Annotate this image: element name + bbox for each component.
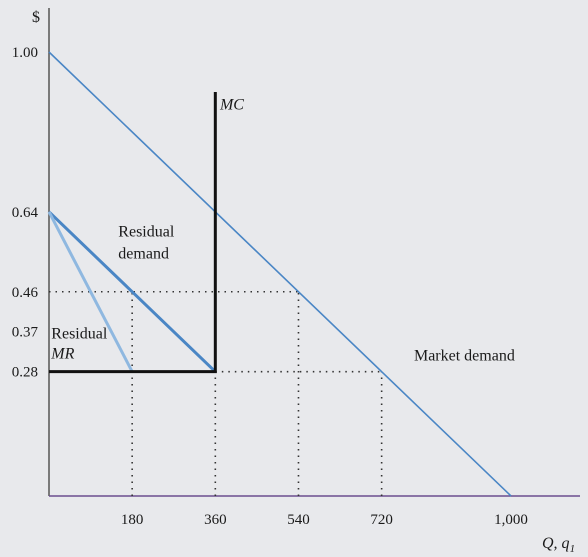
annotations: MC Residual demand Residual MR Market demand bbox=[50, 97, 515, 365]
x-axis-label-subscript: 1 bbox=[570, 543, 576, 555]
x-tick-labels: 180 360 540 720 1,000 bbox=[121, 512, 528, 528]
y-tick-label: 0.28 bbox=[12, 365, 38, 381]
x-tick-label: 1,000 bbox=[494, 512, 528, 528]
annotation: MR bbox=[50, 345, 74, 362]
series-lines bbox=[47, 51, 512, 497]
y-tick-labels: 1.00 0.64 0.46 0.37 0.28 bbox=[12, 45, 39, 381]
series-residual-demand bbox=[47, 210, 217, 373]
annotation: demand bbox=[118, 245, 169, 262]
y-tick-label: 0.46 bbox=[12, 285, 39, 301]
reference-lines bbox=[49, 290, 383, 496]
x-tick-label: 540 bbox=[287, 512, 310, 528]
y-tick-label: 0.64 bbox=[12, 205, 39, 221]
x-axis-label: Q, q1 bbox=[542, 535, 575, 555]
annotation: Market demand bbox=[414, 348, 515, 365]
y-tick-label: 0.37 bbox=[12, 325, 39, 341]
x-tick-label: 720 bbox=[370, 512, 393, 528]
annotation: MC bbox=[219, 97, 244, 114]
x-tick-label: 180 bbox=[121, 512, 144, 528]
x-axis-label-main: Q, q bbox=[542, 535, 570, 552]
annotation: Residual bbox=[118, 223, 175, 240]
y-tick-label: 1.00 bbox=[12, 45, 38, 61]
series-residual-mr bbox=[47, 211, 134, 373]
series-mc bbox=[49, 91, 217, 374]
annotation: Residual bbox=[51, 325, 108, 342]
y-axis-label: $ bbox=[32, 9, 40, 26]
x-tick-label: 360 bbox=[204, 512, 227, 528]
series-market-demand bbox=[48, 51, 512, 497]
